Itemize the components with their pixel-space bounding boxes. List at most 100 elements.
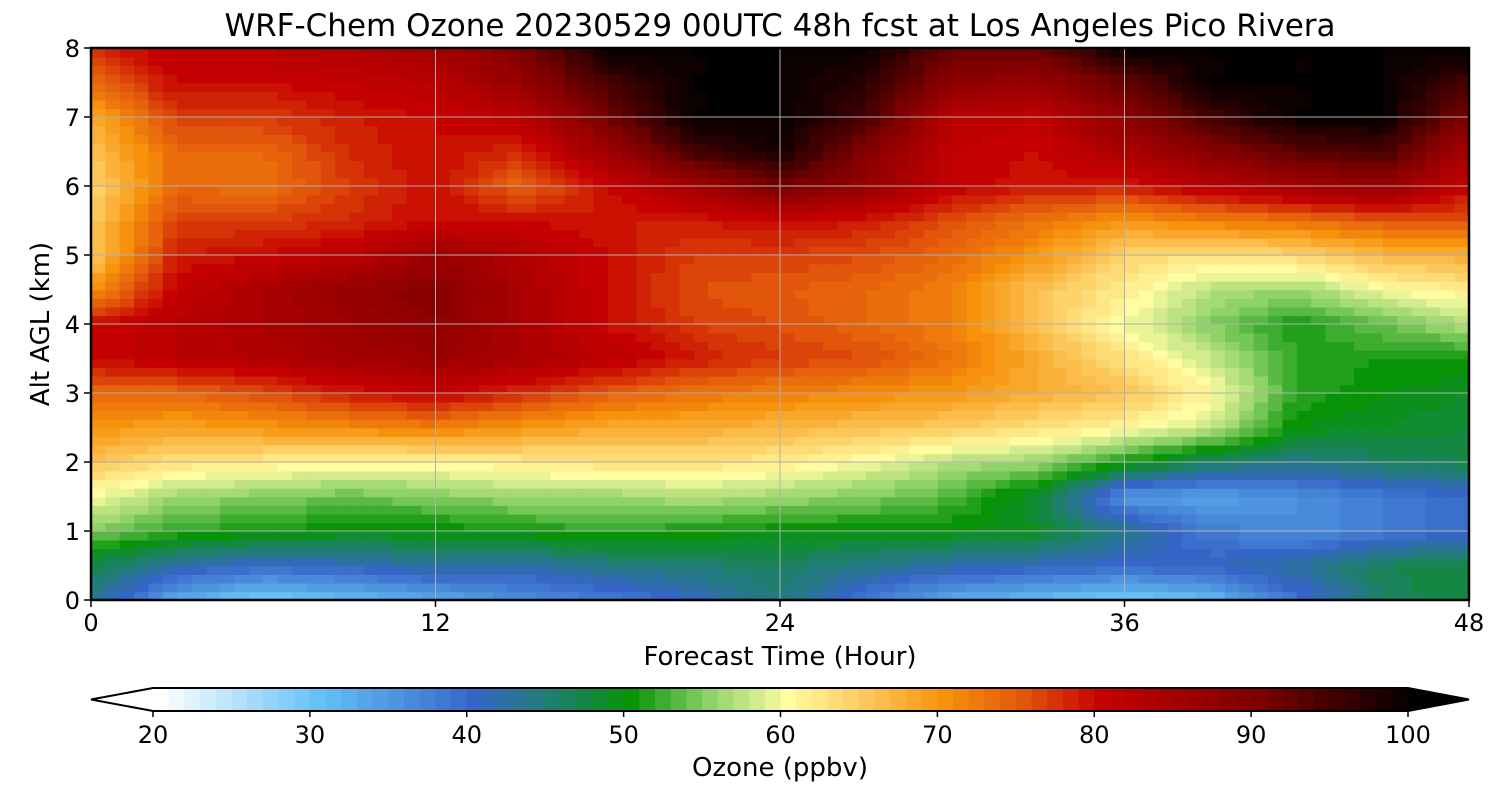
heatmap-cell bbox=[1282, 582, 1298, 593]
heatmap-cell bbox=[320, 505, 336, 515]
heatmap-cell bbox=[421, 341, 437, 351]
heatmap-cell bbox=[1368, 462, 1384, 472]
heatmap-cell bbox=[636, 375, 652, 386]
heatmap-cell bbox=[1268, 531, 1284, 541]
heatmap-cell bbox=[1382, 427, 1399, 437]
heatmap-cell bbox=[851, 401, 867, 412]
heatmap-cell bbox=[263, 393, 279, 403]
heatmap-cell bbox=[148, 324, 164, 334]
heatmap-cell bbox=[564, 151, 580, 161]
heatmap-cell bbox=[579, 548, 595, 558]
heatmap-cell bbox=[1354, 539, 1370, 550]
heatmap-cell bbox=[205, 203, 221, 213]
heatmap-cell bbox=[148, 203, 164, 213]
heatmap-cell bbox=[1282, 556, 1298, 567]
heatmap-cell bbox=[1268, 574, 1284, 584]
heatmap-cell bbox=[449, 487, 465, 498]
heatmap-cell bbox=[507, 367, 523, 377]
heatmap-cell bbox=[1454, 505, 1469, 515]
heatmap-cell bbox=[449, 306, 465, 317]
heatmap-cell bbox=[1024, 479, 1040, 489]
heatmap-cell bbox=[880, 229, 896, 239]
heatmap-cell bbox=[363, 349, 379, 360]
heatmap-cell bbox=[378, 548, 394, 558]
heatmap-cell bbox=[1454, 324, 1469, 334]
heatmap-cell bbox=[507, 211, 523, 222]
heatmap-cell bbox=[492, 211, 509, 222]
heatmap-cell bbox=[1253, 211, 1269, 222]
heatmap-cell bbox=[679, 470, 695, 481]
heatmap-cell bbox=[478, 565, 494, 575]
heatmap-cell bbox=[751, 168, 767, 179]
heatmap-cell bbox=[521, 556, 537, 567]
heatmap-cell bbox=[1181, 255, 1198, 265]
heatmap-cell bbox=[622, 574, 638, 584]
heatmap-cell bbox=[1325, 393, 1341, 403]
heatmap-cell bbox=[1440, 229, 1456, 239]
heatmap-cell bbox=[1124, 306, 1140, 317]
heatmap-cell bbox=[349, 367, 365, 377]
heatmap-cell bbox=[579, 168, 595, 179]
heatmap-cell bbox=[1067, 487, 1083, 498]
heatmap-cell bbox=[492, 479, 509, 489]
heatmap-cell bbox=[1095, 246, 1111, 256]
heatmap-cell bbox=[378, 453, 394, 463]
heatmap-cell bbox=[378, 280, 394, 291]
heatmap-cell bbox=[923, 522, 939, 532]
heatmap-cell bbox=[1440, 177, 1456, 187]
heatmap-cell bbox=[808, 211, 824, 222]
heatmap-cell bbox=[564, 306, 580, 317]
heatmap-cell bbox=[1081, 168, 1097, 179]
heatmap-cell bbox=[952, 194, 968, 205]
heatmap-cell bbox=[995, 401, 1011, 412]
heatmap-cell bbox=[550, 237, 566, 248]
heatmap-cell bbox=[952, 324, 968, 334]
heatmap-cell bbox=[105, 211, 121, 222]
heatmap-cell bbox=[1368, 211, 1384, 222]
heatmap-cell bbox=[1224, 211, 1241, 222]
heatmap-cell bbox=[837, 220, 853, 230]
heatmap-cell bbox=[995, 194, 1011, 205]
heatmap-cell bbox=[1052, 470, 1068, 481]
heatmap-cell bbox=[134, 186, 150, 196]
heatmap-cell bbox=[679, 237, 695, 248]
heatmap-cell bbox=[1282, 505, 1298, 515]
heatmap-cell bbox=[1239, 160, 1255, 170]
heatmap-cell bbox=[119, 142, 135, 153]
heatmap-cell bbox=[1110, 436, 1126, 446]
heatmap-cell bbox=[1425, 220, 1442, 230]
heatmap-cell bbox=[1210, 341, 1226, 351]
heatmap-cell bbox=[205, 548, 221, 558]
heatmap-cell bbox=[894, 298, 910, 308]
heatmap-cell bbox=[1440, 168, 1456, 179]
heatmap-cell bbox=[248, 229, 265, 239]
heatmap-cell bbox=[1024, 341, 1040, 351]
heatmap-cell bbox=[1454, 496, 1469, 506]
heatmap-cell bbox=[1397, 272, 1413, 282]
heatmap-cell bbox=[1411, 375, 1427, 386]
heatmap-cell bbox=[866, 298, 882, 308]
heatmap-cell bbox=[708, 315, 724, 325]
heatmap-cell bbox=[1210, 487, 1226, 498]
heatmap-cell bbox=[780, 324, 796, 334]
heatmap-cell bbox=[1181, 349, 1198, 360]
heatmap-cell bbox=[1311, 444, 1327, 455]
heatmap-cell bbox=[1224, 298, 1241, 308]
heatmap-cell bbox=[378, 246, 394, 256]
heatmap-cell bbox=[263, 513, 279, 524]
heatmap-cell bbox=[1081, 401, 1097, 412]
heatmap-cell bbox=[607, 591, 623, 600]
heatmap-cell bbox=[1124, 582, 1140, 593]
heatmap-cell bbox=[1425, 186, 1442, 196]
heatmap-cell bbox=[1325, 436, 1341, 446]
heatmap-cell bbox=[1153, 211, 1169, 222]
heatmap-cell bbox=[392, 401, 408, 412]
heatmap-cell bbox=[521, 591, 537, 600]
heatmap-cell bbox=[1325, 280, 1341, 291]
heatmap-cell bbox=[507, 324, 523, 334]
heatmap-cell bbox=[579, 298, 595, 308]
heatmap-cell bbox=[1009, 444, 1025, 455]
heatmap-cell bbox=[1181, 479, 1198, 489]
heatmap-cell bbox=[1411, 539, 1427, 550]
heatmap-cell bbox=[722, 531, 738, 541]
